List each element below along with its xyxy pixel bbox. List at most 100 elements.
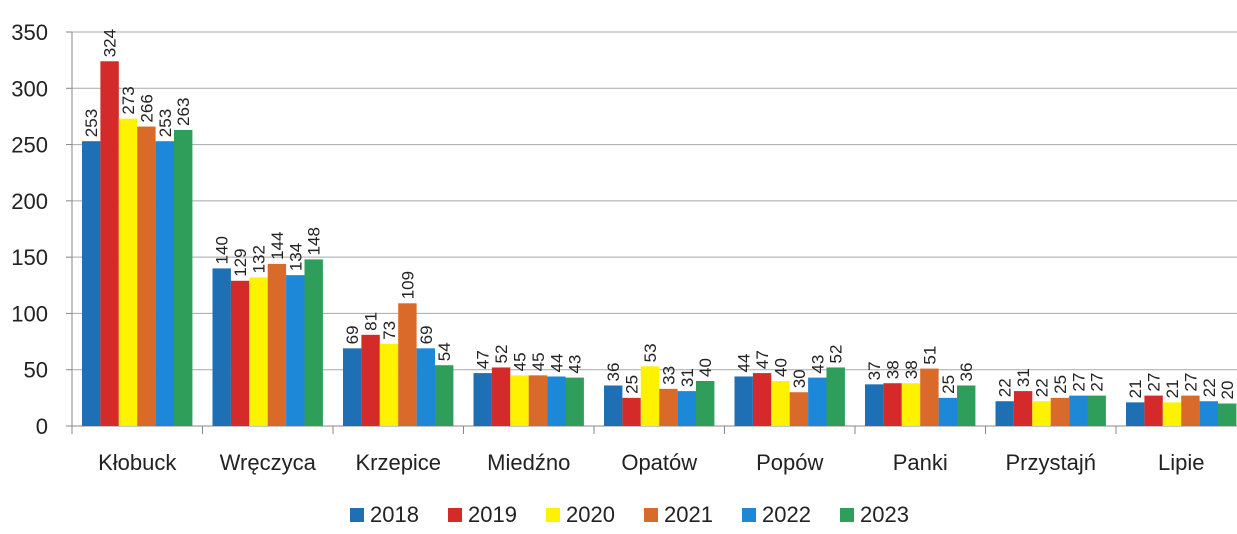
- data-label: 21: [1126, 379, 1145, 398]
- data-label: 25: [1051, 375, 1070, 394]
- bar: [528, 375, 548, 426]
- legend-label: 2023: [860, 502, 909, 527]
- y-tick-label: 250: [11, 133, 48, 158]
- bar: [640, 366, 660, 426]
- data-label: 22: [1200, 378, 1219, 397]
- data-label: 22: [996, 378, 1015, 397]
- data-label: 38: [884, 360, 903, 379]
- bar: [361, 334, 380, 426]
- bar: [901, 383, 921, 426]
- bar: [473, 373, 492, 426]
- legend-label: 2022: [762, 502, 811, 527]
- x-category-label: Przystajń: [1006, 450, 1096, 475]
- data-label: 21: [1163, 379, 1182, 398]
- legend-swatch: [448, 508, 462, 522]
- data-label: 144: [268, 232, 287, 260]
- bar: [118, 118, 138, 427]
- data-label: 22: [1033, 378, 1052, 397]
- data-label: 43: [808, 355, 827, 374]
- legend-label: 2021: [664, 502, 713, 527]
- data-label: 38: [902, 360, 921, 379]
- bar: [1069, 395, 1088, 426]
- y-tick-label: 200: [11, 189, 48, 214]
- bar: [304, 259, 323, 426]
- bar: [565, 377, 584, 426]
- bar: [416, 348, 435, 426]
- bar: [249, 277, 268, 426]
- data-label: 25: [939, 375, 958, 394]
- x-axis-categories: Kłobuck Wręczyca Krzepice Miedźno Opatów Popó…: [98, 450, 1204, 475]
- data-label: 27: [1145, 373, 1164, 392]
- x-category-label: Panki: [893, 450, 948, 475]
- data-label: 25: [623, 375, 642, 394]
- data-label: 129: [231, 248, 250, 276]
- data-label: 52: [827, 345, 846, 364]
- data-label: 33: [659, 366, 678, 385]
- x-category-label: Lipie: [1158, 450, 1204, 475]
- bar: [491, 367, 511, 426]
- data-label: 51: [920, 346, 939, 365]
- bar: [957, 385, 976, 426]
- legend-label: 2018: [370, 502, 419, 527]
- legend: 2018 2019 2020 2021 2022 2023: [350, 502, 909, 527]
- data-label: 37: [865, 361, 884, 380]
- data-label: 109: [398, 271, 417, 299]
- data-label: 30: [790, 369, 809, 388]
- bar: [379, 343, 399, 426]
- data-label: 273: [119, 86, 138, 114]
- bar: [1218, 403, 1237, 426]
- bar: [510, 375, 529, 426]
- bar: [696, 380, 715, 426]
- bar: [734, 376, 753, 426]
- legend-swatch: [644, 508, 658, 522]
- bar: [808, 377, 827, 426]
- bar: [1126, 402, 1145, 426]
- x-category-label: Opatów: [621, 450, 697, 475]
- bar: [1199, 401, 1218, 426]
- y-tick-label: 0: [36, 414, 48, 439]
- y-axis-ticks: 0 50 100 150 200 250 300 350: [11, 20, 48, 439]
- bar: [1050, 397, 1070, 426]
- data-label: 140: [213, 236, 232, 264]
- bar: [826, 367, 845, 426]
- data-label: 148: [305, 227, 324, 255]
- data-label: 45: [529, 352, 548, 371]
- legend-label: 2019: [468, 502, 517, 527]
- data-label: 73: [380, 321, 399, 340]
- bar: [100, 61, 119, 427]
- bar: [1032, 401, 1051, 426]
- data-label: 52: [492, 345, 511, 364]
- bar: [883, 383, 902, 426]
- bar: [920, 368, 939, 426]
- data-label: 47: [753, 350, 772, 369]
- data-label: 69: [417, 325, 436, 344]
- bar: [435, 365, 454, 426]
- data-label: 44: [735, 354, 754, 373]
- bar: [82, 141, 101, 427]
- bar: [771, 380, 790, 426]
- bar: [752, 373, 772, 426]
- data-label: 266: [137, 94, 156, 122]
- bar: [789, 392, 809, 426]
- legend-swatch: [350, 508, 364, 522]
- data-label: 45: [511, 352, 530, 371]
- data-label: 27: [1069, 373, 1088, 392]
- data-label: 253: [82, 109, 101, 137]
- bar: [155, 141, 174, 427]
- x-category-label: Wręczyca: [220, 450, 317, 475]
- y-tick-label: 350: [11, 20, 48, 45]
- bar: [622, 397, 641, 426]
- legend-swatch: [742, 508, 756, 522]
- data-label: 253: [156, 109, 175, 137]
- bar: [343, 348, 362, 426]
- bar: [547, 376, 566, 426]
- bar: [1181, 395, 1200, 426]
- bar: [659, 388, 678, 426]
- bar: [174, 129, 193, 427]
- data-label: 81: [362, 312, 381, 331]
- data-label: 44: [547, 354, 566, 373]
- bar: [938, 397, 957, 426]
- data-label: 132: [250, 245, 269, 273]
- data-label: 40: [772, 358, 791, 377]
